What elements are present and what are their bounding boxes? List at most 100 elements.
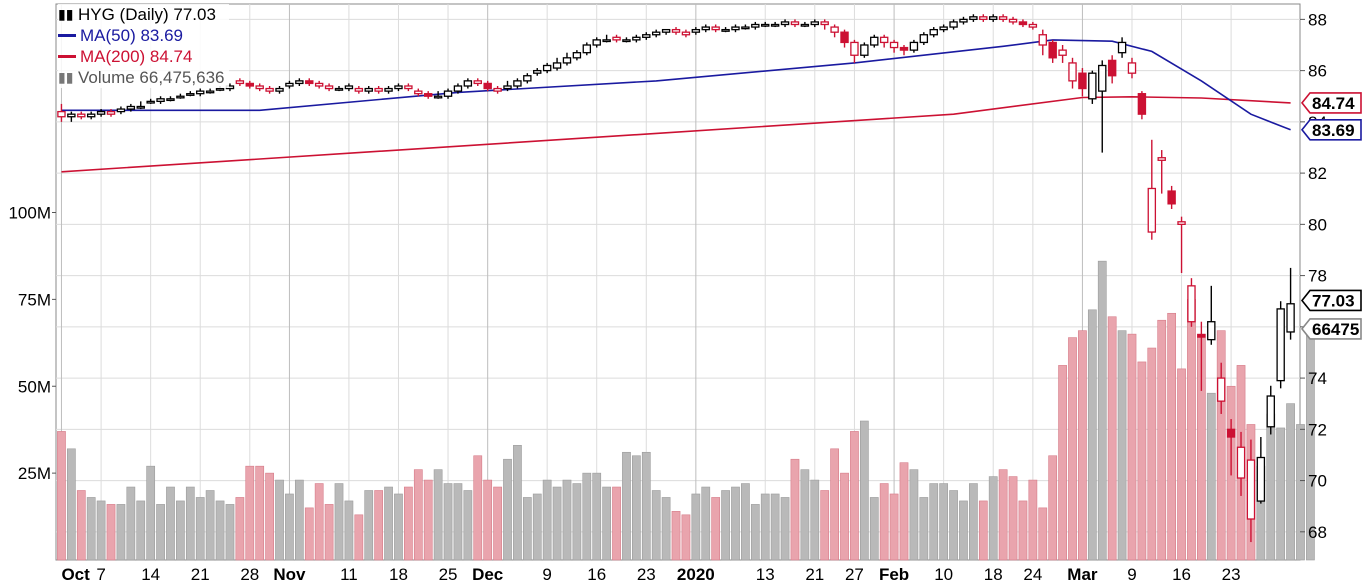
candle-body — [384, 87, 393, 92]
volume-bar — [978, 500, 988, 561]
volume-bar — [453, 483, 463, 561]
legend-volume: ▮▮ Volume 66,475,636 — [58, 67, 229, 88]
date-label: 21 — [805, 565, 824, 584]
candle-body — [1137, 93, 1147, 115]
candle-body — [285, 82, 294, 87]
candle-body — [582, 44, 592, 54]
volume-bar — [899, 462, 909, 561]
candle-body — [1088, 72, 1097, 100]
candle — [1286, 267, 1295, 340]
date-label: 21 — [191, 565, 210, 584]
candle — [1107, 55, 1117, 84]
candle — [1028, 21, 1038, 30]
volume-bar — [542, 479, 552, 561]
candle-body — [523, 75, 532, 82]
volume-bar — [939, 483, 949, 561]
candle-body — [691, 28, 701, 33]
volume-bar — [869, 497, 879, 561]
volume-bar — [433, 469, 443, 561]
price-badges: 84.74 83.69 77.03 66475 — [1300, 92, 1362, 340]
volume-bar — [235, 497, 245, 561]
candle-body — [879, 36, 889, 44]
volume-bar — [612, 486, 621, 561]
candle-body — [1117, 41, 1127, 54]
candle-body — [1177, 221, 1186, 226]
candle-body — [998, 16, 1008, 21]
legend-volume-label: Volume 66,475,636 — [78, 68, 225, 87]
volume-bar — [1137, 361, 1147, 561]
volume-bar — [304, 507, 314, 561]
volume-bar — [1028, 479, 1038, 561]
price-badge: 84.74 — [1300, 92, 1362, 114]
volume-bar — [850, 431, 859, 561]
volume-bar — [750, 504, 760, 561]
candle-body — [305, 80, 314, 85]
candle-body — [929, 28, 938, 36]
volume-bar — [889, 493, 899, 561]
candle-body — [1276, 308, 1285, 382]
volume-bar — [86, 497, 96, 561]
volume-bar — [998, 469, 1008, 561]
volume-bar — [57, 431, 66, 561]
candle — [949, 19, 958, 30]
volume-bar — [1008, 476, 1018, 561]
candle — [612, 34, 621, 43]
candle — [979, 14, 988, 22]
candle-body — [156, 98, 165, 103]
candle — [810, 19, 820, 28]
ma200-line — [61, 95, 1291, 173]
candle — [344, 83, 354, 92]
candle — [879, 34, 889, 48]
candle-body — [166, 98, 175, 102]
date-label: 13 — [756, 565, 775, 584]
candle — [404, 83, 413, 92]
volume-bar — [711, 497, 721, 561]
volume-bar — [820, 490, 830, 561]
volume-bar — [314, 483, 324, 561]
candle-body — [473, 80, 482, 85]
candle-body — [651, 31, 661, 36]
candle — [106, 109, 116, 117]
candle — [562, 52, 572, 66]
candle-body — [939, 26, 948, 31]
candle-body — [215, 87, 225, 91]
price-tick-label: 68 — [1308, 523, 1327, 542]
candle-body — [1098, 64, 1107, 92]
candle-body — [1187, 285, 1196, 323]
volume-bar — [374, 490, 384, 561]
candle — [1177, 216, 1186, 274]
candle — [820, 19, 829, 30]
volume-bar — [265, 472, 274, 561]
candle — [830, 24, 839, 38]
volume-bar — [1187, 299, 1196, 561]
candle-body — [632, 36, 641, 41]
volume-bar — [532, 493, 542, 561]
chart-axes: 687072747678808284868825M50M75M100MOct71… — [8, 10, 1326, 584]
candle-body — [443, 90, 453, 97]
volume-bar — [334, 483, 344, 561]
ma200-path — [61, 95, 1291, 173]
candle-body — [1286, 303, 1295, 333]
candle — [1117, 37, 1127, 58]
volume-bar — [721, 490, 730, 561]
volume-bar — [949, 490, 958, 561]
candle — [255, 83, 264, 92]
price-tick-label: 88 — [1308, 10, 1327, 29]
candle-body — [1018, 21, 1028, 26]
candle-body — [186, 93, 195, 96]
candle — [840, 29, 849, 48]
candle — [592, 37, 601, 48]
date-label: 9 — [1127, 565, 1136, 584]
candle-body — [830, 26, 839, 33]
candle — [959, 16, 968, 25]
candle-body — [1226, 428, 1236, 438]
date-label: 28 — [240, 565, 259, 584]
date-label: 14 — [141, 565, 160, 584]
volume-bar — [1266, 413, 1276, 561]
candle — [433, 91, 443, 99]
badge-label: 77.03 — [1312, 291, 1355, 310]
candle-body — [106, 110, 116, 115]
date-label: Oct — [61, 565, 90, 584]
candle-body — [820, 21, 829, 26]
candle — [552, 57, 562, 71]
